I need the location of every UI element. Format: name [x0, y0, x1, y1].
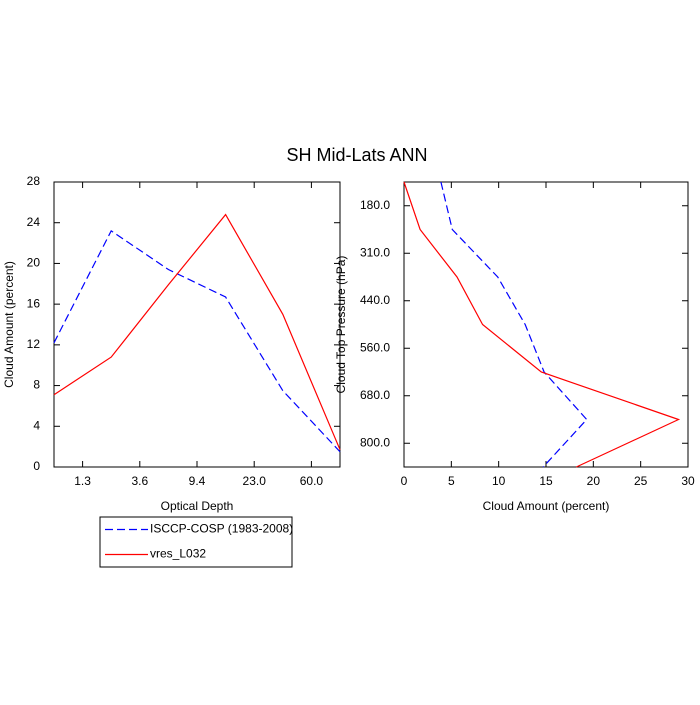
y-tick-label: 16 [27, 296, 41, 310]
y-tick-label: 28 [27, 174, 41, 188]
x-tick-label: 10 [492, 474, 506, 488]
x-tick-label: 3.6 [131, 474, 148, 488]
y-tick-label: 0 [33, 459, 40, 473]
legend-box [99, 516, 293, 568]
x-tick-label: 1.3 [74, 474, 91, 488]
x-tick-label: 0 [401, 474, 408, 488]
y-tick-label: 8 [33, 378, 40, 392]
x-axis-title: Cloud Amount (percent) [483, 499, 610, 513]
y-tick-label: 560.0 [360, 340, 390, 354]
x-tick-label: 25 [634, 474, 648, 488]
data-line [53, 213, 341, 450]
x-tick-label: 9.4 [189, 474, 206, 488]
y-tick-label: 4 [33, 418, 40, 432]
y-tick-label: 800.0 [360, 435, 390, 449]
x-tick-label: 30 [681, 474, 695, 488]
x-axis-title: Optical Depth [161, 499, 234, 513]
chart-title: SH Mid-Lats ANN [286, 145, 427, 165]
legend-label: ISCCP-COSP (1983-2008) [150, 522, 293, 536]
x-tick-label: 15 [539, 474, 553, 488]
y-tick-label: 20 [27, 256, 41, 270]
y-axis-title: Cloud Top Pressure (hPa) [334, 256, 348, 394]
x-tick-label: 20 [587, 474, 601, 488]
y-axis-title: Cloud Amount (percent) [2, 261, 16, 388]
x-tick-label: 23.0 [243, 474, 267, 488]
y-tick-label: 310.0 [360, 245, 390, 259]
plot-frame [403, 181, 689, 468]
y-tick-label: 24 [27, 215, 41, 229]
x-tick-label: 60.0 [300, 474, 324, 488]
y-tick-label: 440.0 [360, 293, 390, 307]
data-line [440, 181, 588, 468]
data-line [403, 181, 681, 468]
x-tick-label: 5 [448, 474, 455, 488]
legend-label: vres_L032 [150, 547, 206, 561]
y-tick-label: 180.0 [360, 198, 390, 212]
y-tick-label: 12 [27, 337, 41, 351]
data-line [53, 229, 341, 453]
plot-frame [53, 181, 341, 468]
y-tick-label: 680.0 [360, 388, 390, 402]
